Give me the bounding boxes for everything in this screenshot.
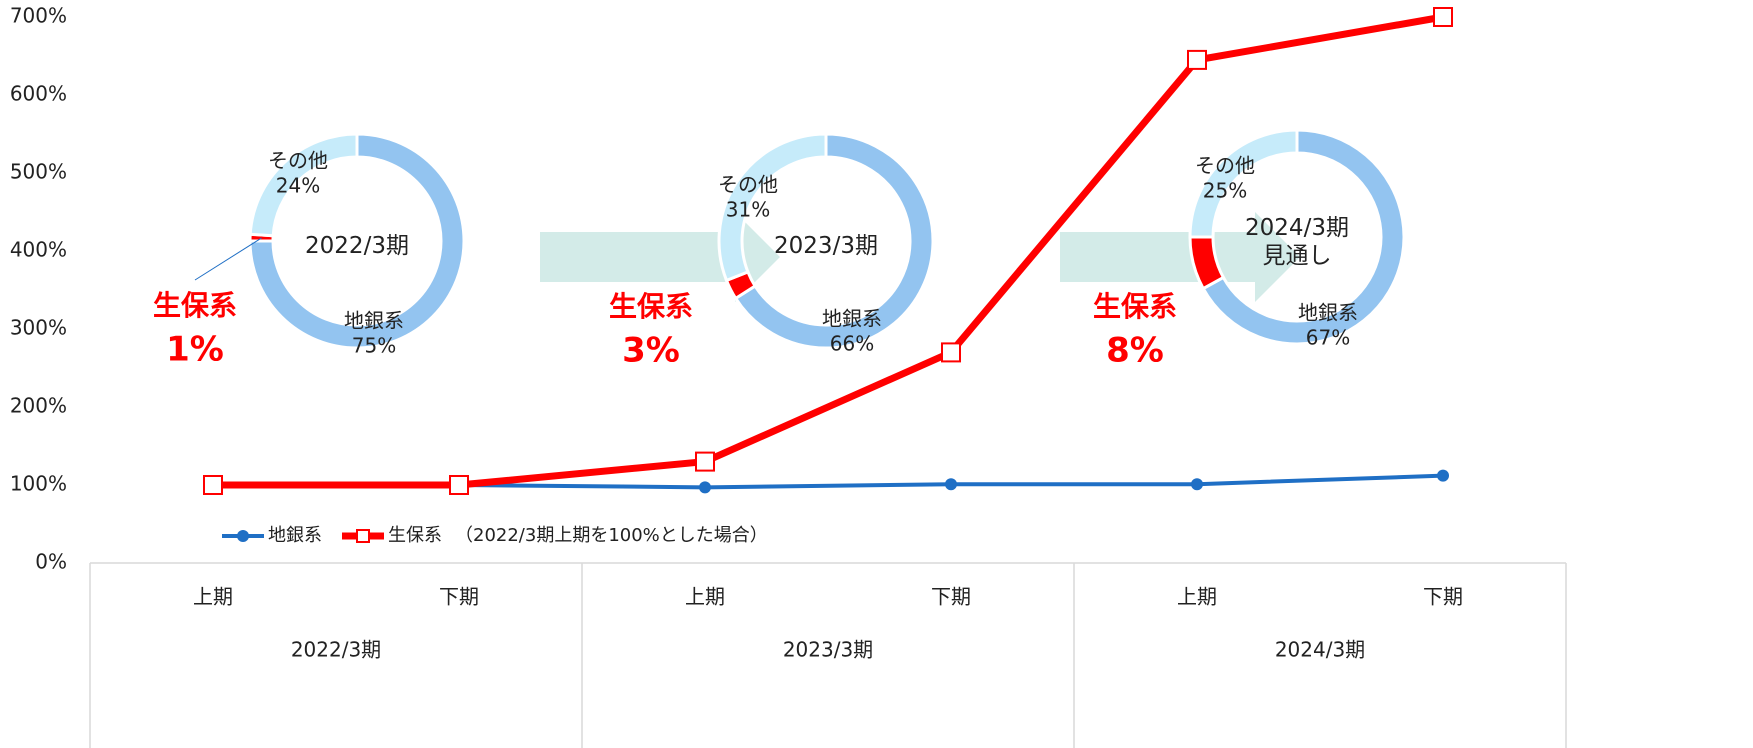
- segment-label: 地銀系: [344, 309, 404, 333]
- marker: [1433, 7, 1453, 27]
- y-tick-label: 500%: [10, 160, 67, 184]
- y-tick-label: 600%: [10, 82, 67, 106]
- x-tick-label: 下期: [439, 585, 479, 609]
- x-tick-label: 上期: [1177, 585, 1217, 609]
- segment-value: 66%: [830, 332, 874, 356]
- marker: [699, 481, 711, 494]
- donut-segment: [1201, 128, 1406, 346]
- y-tick-label: 200%: [10, 394, 67, 418]
- segment-value: 31%: [726, 198, 770, 222]
- segment-value: 24%: [276, 174, 320, 198]
- segment-label: 地銀系: [1298, 301, 1358, 325]
- highlight-value: 3%: [622, 331, 680, 371]
- segment-label: その他: [1195, 154, 1255, 178]
- segment-value: 75%: [352, 334, 396, 358]
- leader-line: [194, 237, 262, 281]
- marker: [1187, 49, 1207, 70]
- segment-value: 67%: [1306, 326, 1350, 350]
- y-tick-label: 0%: [35, 550, 67, 574]
- donut-segment: [248, 132, 466, 350]
- donut-title: 2024/3期 見通し: [1245, 215, 1349, 269]
- highlight-label: 生保系: [609, 290, 693, 323]
- x-tick-label: 下期: [931, 585, 971, 609]
- segment-label: その他: [718, 173, 778, 197]
- marker: [203, 475, 223, 495]
- x-group-label: 2024/3期: [1275, 638, 1365, 662]
- legend-swatch: [237, 530, 249, 542]
- legend-swatch: [356, 529, 370, 543]
- donut-segment: [733, 132, 935, 350]
- highlight-label: 生保系: [1093, 290, 1177, 323]
- highlight-value: 1%: [166, 330, 224, 370]
- marker: [449, 475, 469, 495]
- donut-title: 2023/3期: [774, 233, 878, 259]
- marker: [695, 451, 715, 472]
- highlight-value: 8%: [1106, 331, 1164, 371]
- x-tick-label: 上期: [193, 585, 233, 609]
- arrow: [1060, 212, 1300, 302]
- y-tick-label: 400%: [10, 238, 67, 262]
- marker: [1437, 469, 1449, 482]
- donut-segment: [248, 132, 359, 238]
- x-tick-label: 下期: [1423, 585, 1463, 609]
- line: [213, 13, 1444, 489]
- legend-label: 地銀系: [268, 525, 322, 546]
- y-tick-label: 300%: [10, 316, 67, 340]
- x-group-label: 2022/3期: [291, 638, 381, 662]
- donut-segment: [1188, 128, 1299, 239]
- marker: [941, 342, 961, 363]
- x-tick-label: 上期: [685, 585, 725, 609]
- legend-note: （2022/3期上期を100%とした場合）: [455, 525, 768, 546]
- segment-label: 地銀系: [822, 307, 882, 331]
- x-group-label: 2023/3期: [783, 638, 873, 662]
- marker: [945, 478, 957, 491]
- highlight-label: 生保系: [153, 289, 237, 322]
- legend-label: 生保系: [388, 525, 442, 546]
- donut-segment: [717, 132, 828, 283]
- segment-value: 25%: [1203, 179, 1247, 203]
- y-tick-label: 700%: [10, 4, 67, 28]
- segment-label: その他: [268, 149, 328, 173]
- y-tick-label: 100%: [10, 472, 67, 496]
- donut-title: 2022/3期: [305, 233, 409, 259]
- marker: [1191, 478, 1203, 491]
